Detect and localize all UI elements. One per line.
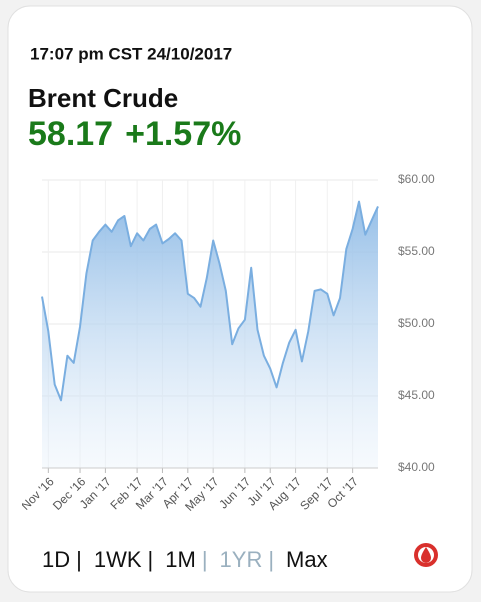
timestamp: 17:07 pm CST 24/10/2017 (30, 44, 232, 63)
range-tab[interactable]: 1D (42, 547, 70, 572)
logo (414, 543, 438, 567)
range-tabs: 1D | 1WK | 1M | 1YR | Max (42, 547, 328, 572)
range-tab[interactable]: 1YR (220, 547, 263, 572)
tab-separator: | (268, 547, 274, 572)
price: 58.17 (28, 115, 113, 153)
y-tick-label: $45.00 (398, 388, 435, 402)
change: +1.57% (125, 115, 241, 153)
range-tab[interactable]: 1WK (94, 547, 142, 572)
range-tab[interactable]: 1M (165, 547, 196, 572)
y-tick-label: $40.00 (398, 460, 435, 474)
range-tab[interactable]: Max (286, 547, 328, 572)
tab-separator: | (202, 547, 208, 572)
area-fill (42, 201, 378, 468)
price-line (41, 200, 379, 402)
tab-separator: | (148, 547, 154, 572)
y-tick-label: $50.00 (398, 316, 435, 330)
y-tick-label: $55.00 (398, 244, 435, 258)
instrument-name: Brent Crude (28, 83, 178, 113)
y-tick-label: $60.00 (398, 172, 435, 186)
tab-separator: | (76, 547, 82, 572)
